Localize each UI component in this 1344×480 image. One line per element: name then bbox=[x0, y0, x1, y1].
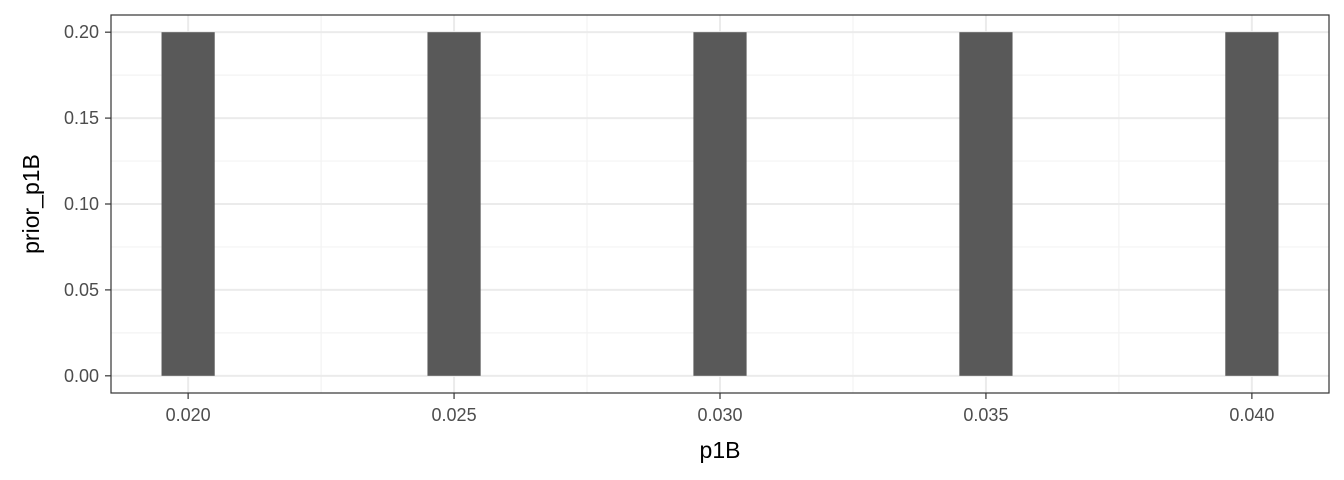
bar bbox=[1225, 32, 1279, 376]
y-axis-title: prior_p1B bbox=[18, 154, 44, 254]
x-axis-title: p1B bbox=[700, 437, 741, 463]
y-tick-label: 0.05 bbox=[64, 280, 99, 300]
bar bbox=[693, 32, 747, 376]
bar bbox=[427, 32, 481, 376]
x-tick-label: 0.030 bbox=[697, 405, 742, 425]
x-tick-label: 0.040 bbox=[1229, 405, 1274, 425]
bar bbox=[959, 32, 1013, 376]
y-tick-label: 0.15 bbox=[64, 108, 99, 128]
x-tick-label: 0.020 bbox=[166, 405, 211, 425]
x-tick-label: 0.035 bbox=[963, 405, 1008, 425]
y-tick-label: 0.10 bbox=[64, 194, 99, 214]
y-tick-label: 0.20 bbox=[64, 22, 99, 42]
y-tick-label: 0.00 bbox=[64, 366, 99, 386]
bar bbox=[161, 32, 215, 376]
x-tick-label: 0.025 bbox=[432, 405, 477, 425]
bars bbox=[161, 32, 1279, 376]
axis-ticks: 0.020 0.025 0.030 0.035 0.040 0.00 0.05 0.10 0.1… bbox=[64, 22, 1274, 425]
